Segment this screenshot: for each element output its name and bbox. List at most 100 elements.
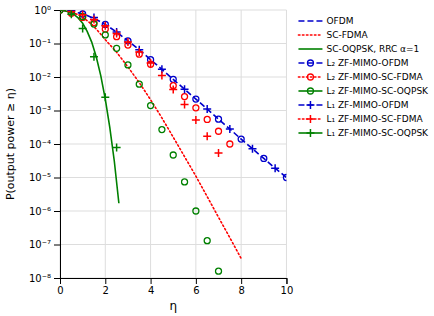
y-axis-line <box>54 11 61 279</box>
grid-line-y <box>60 244 286 245</box>
legend-label: L₂ ZF-MIMO-SC-FDMA <box>326 72 423 82</box>
y-tick-mark <box>54 178 60 179</box>
marker <box>113 144 121 152</box>
marker <box>204 238 210 244</box>
marker <box>90 16 98 24</box>
marks <box>60 10 286 274</box>
y-tick-label: 10⁻³ <box>29 105 51 116</box>
y-tick: 10⁻² <box>29 72 60 83</box>
series-markers <box>60 10 286 181</box>
y-tick-label: 10⁻⁶ <box>29 206 51 217</box>
marker <box>226 125 234 133</box>
y-tick-label: 10⁰ <box>34 5 51 16</box>
legend-item: L₂ ZF-MIMO-SC-OQPSK <box>298 86 429 96</box>
legend-swatch <box>298 20 322 22</box>
y-tick-label: 10⁻⁵ <box>29 172 51 183</box>
marker <box>158 72 166 80</box>
x-tick: 8 <box>238 278 244 296</box>
x-tick-label: 2 <box>103 285 109 296</box>
legend-swatch <box>298 62 322 64</box>
legend: OFDMSC-FDMASC-OQPSK, RRC α=1L₂ ZF-MIMO-O… <box>298 16 429 138</box>
legend-swatch <box>298 90 322 92</box>
marker <box>60 10 63 13</box>
x-tick-label: 4 <box>148 285 154 296</box>
marker <box>159 127 165 133</box>
legend-label: L₁ ZF-MIMO-SC-OQPSK <box>326 128 429 138</box>
legend-item: SC-OQPSK, RRC α=1 <box>298 44 419 54</box>
series-markers <box>60 10 233 147</box>
marker <box>67 10 75 18</box>
marker <box>101 22 109 30</box>
marker <box>170 152 176 158</box>
y-tick: 10⁰ <box>34 5 60 16</box>
marker <box>147 59 155 67</box>
x-tick: 0 <box>57 278 63 296</box>
grid <box>60 10 286 278</box>
marker <box>203 105 211 113</box>
legend-item: L₁ ZF-MIMO-SC-OQPSK <box>298 128 429 138</box>
y-tick-label: 10⁻² <box>29 72 51 83</box>
x-tick: 2 <box>103 278 109 296</box>
y-axis: 10⁻⁸10⁻⁷10⁻⁶10⁻⁵10⁻⁴10⁻³10⁻²10⁻¹10⁰ <box>29 5 61 284</box>
marker <box>238 136 244 142</box>
grid-line-y <box>60 177 286 178</box>
x-tick: 6 <box>193 278 199 296</box>
marker <box>193 208 199 214</box>
marker <box>182 94 188 100</box>
marker <box>227 141 233 147</box>
y-tick: 10⁻³ <box>29 105 60 116</box>
legend-label: SC-FDMA <box>326 30 368 40</box>
marker <box>215 149 223 157</box>
x-tick: 10 <box>281 278 294 296</box>
marker <box>79 25 87 33</box>
legend-item: SC-FDMA <box>298 30 368 40</box>
marker <box>60 10 63 13</box>
marker <box>60 10 63 13</box>
y-tick-mark <box>54 111 60 112</box>
legend-swatch <box>298 48 322 50</box>
marker <box>192 116 200 124</box>
legend-marker <box>306 101 314 109</box>
legend-item: L₁ ZF-MIMO-SC-FDMA <box>298 114 423 124</box>
x-axis-title: η <box>169 299 177 313</box>
marker <box>114 45 120 51</box>
marker <box>261 155 267 161</box>
marker <box>193 105 199 111</box>
marker <box>203 132 211 140</box>
marker <box>216 116 222 122</box>
y-tick-mark <box>54 211 60 212</box>
marker <box>124 38 132 46</box>
y-tick-mark <box>54 144 60 145</box>
marker <box>181 101 189 109</box>
legend-label: L₁ ZF-MIMO-OFDM <box>326 100 408 110</box>
x-tick-label: 6 <box>193 285 199 296</box>
x-tick-label: 10 <box>281 285 294 296</box>
marker <box>182 179 188 185</box>
legend-swatch <box>298 76 322 78</box>
y-tick-label: 10⁻⁸ <box>29 273 51 284</box>
x-tick-mark <box>286 278 287 284</box>
y-tick-mark <box>54 44 60 45</box>
legend-marker <box>307 60 313 66</box>
legend-label: OFDM <box>326 16 353 26</box>
grid-line-y <box>60 10 286 11</box>
legend-marker <box>306 115 314 123</box>
legend-item: L₂ ZF-MIMO-SC-FDMA <box>298 72 423 82</box>
y-tick-mark <box>54 10 60 11</box>
legend-item: OFDM <box>298 16 353 26</box>
legend-marker <box>307 74 313 80</box>
y-tick-label: 10⁻⁷ <box>29 239 51 250</box>
y-tick-mark <box>54 245 60 246</box>
y-tick-mark <box>54 278 60 279</box>
plot: 024681010⁻⁸10⁻⁷10⁻⁶10⁻⁵10⁻⁴10⁻³10⁻²10⁻¹1… <box>29 5 293 296</box>
series-markers <box>67 10 279 172</box>
y-tick: 10⁻⁸ <box>29 273 60 284</box>
x-tick: 4 <box>148 278 154 296</box>
grid-line-y <box>60 43 286 44</box>
y-tick-label: 10⁻⁴ <box>29 139 51 150</box>
y-axis-title: P(output power ≥ η) <box>4 88 17 200</box>
marker <box>181 85 189 93</box>
grid-line-y <box>60 211 286 212</box>
series-markers <box>67 10 120 151</box>
marker <box>204 116 210 122</box>
